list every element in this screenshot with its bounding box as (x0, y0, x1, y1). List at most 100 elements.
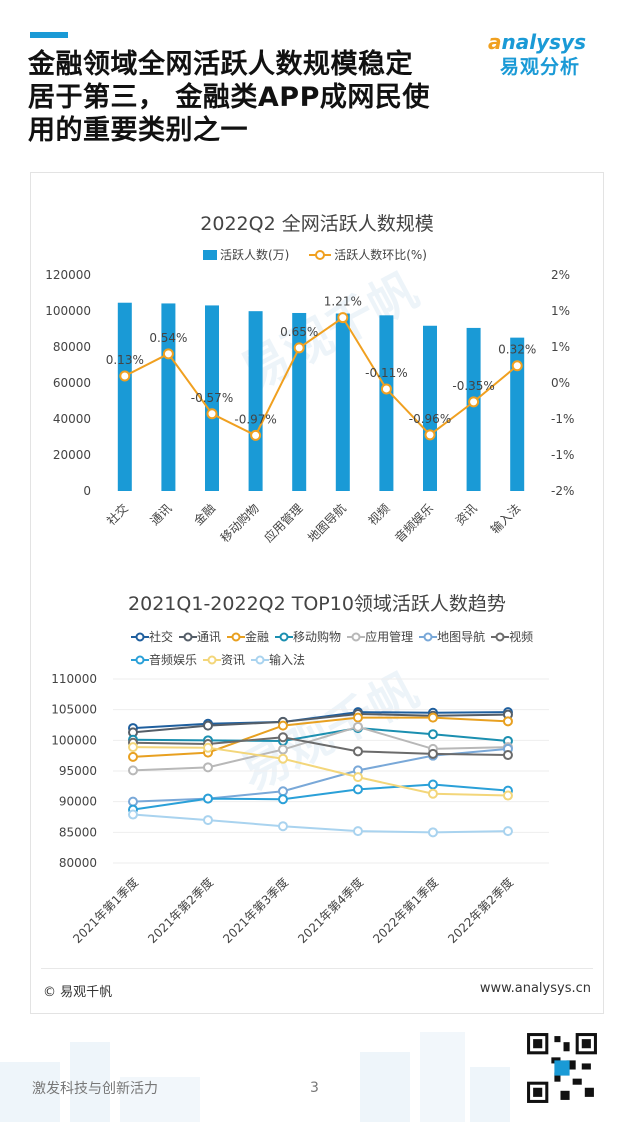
ratio-point-通讯 (162, 348, 174, 360)
point-资讯 (502, 790, 513, 801)
ratio-data-label: -0.35% (452, 379, 494, 393)
series-line-资讯 (132, 746, 508, 797)
legend-item-资讯: 资讯 (203, 649, 245, 671)
title-line-1: 金融领域全网活跃人数规模稳定 (28, 49, 413, 80)
x-tick-label: 2021年第2季度 (145, 875, 217, 947)
point-金融 (277, 720, 288, 731)
y-tick-label: 105000 (51, 703, 97, 717)
ratio-data-label: -0.11% (365, 366, 407, 380)
legend-swatch (491, 632, 510, 642)
legend-label: 音频娱乐 (149, 653, 198, 667)
legend-swatch (131, 632, 149, 642)
legend-line-label: 活跃人数环比(%) (334, 248, 427, 262)
series-line-移动购物 (132, 727, 509, 742)
y-left-tick-label: 60000 (53, 376, 91, 390)
legend-swatch (179, 632, 198, 642)
y-tick-label: 90000 (59, 795, 97, 809)
y-left-tick-label: 120000 (45, 268, 91, 282)
legend-item-音频娱乐: 音频娱乐 (131, 649, 197, 671)
logo-text: nalysys (501, 30, 586, 54)
chart2-svg: 80000 85000 90000 95000 100000 105000 110000 20… (51, 672, 549, 947)
ratio-data-label: 0.54% (149, 331, 187, 345)
point-视频 (502, 750, 513, 761)
legend-label: 输入法 (269, 653, 306, 667)
x-category-label: 金融 (191, 501, 219, 529)
legend-item-输入法: 输入法 (251, 649, 305, 671)
legend-swatch (275, 632, 294, 642)
point-应用管理 (277, 744, 288, 755)
point-资讯 (277, 753, 288, 764)
y-right-tick-label: 1% (551, 340, 570, 354)
legend-swatch (227, 632, 246, 642)
ratio-data-label: -0.97% (234, 412, 276, 426)
analysys-logo: analysys 易观分析 (488, 30, 608, 90)
y-tick-label: 110000 (51, 672, 97, 686)
ratio-point-地图导航 (337, 312, 349, 324)
y-right-tick-label: 2% (551, 268, 570, 282)
site-link[interactable]: www.analysys.cn (479, 981, 591, 996)
point-输入法 (202, 815, 213, 826)
chart2-title: 2021Q1-2022Q2 TOP10领域活跃人数趋势 (128, 593, 506, 615)
series-line-音频娱乐 (132, 783, 509, 811)
point-音频娱乐 (427, 779, 438, 790)
legend-label: 移动购物 (293, 630, 342, 644)
chart2-legend: 社交 通讯 金融 移动购物 应用管理 地图导航 视频 音频娱乐 资讯 输入法 (131, 626, 551, 672)
panel-footer-divider (41, 968, 593, 969)
point-移动购物 (427, 729, 438, 740)
point-金融 (502, 716, 513, 727)
point-金融 (352, 712, 363, 723)
bar-地图导航 (335, 313, 350, 491)
y-right-tick-label: -2% (551, 484, 574, 498)
point-视频 (427, 748, 438, 759)
series-line-应用管理 (132, 725, 508, 772)
title-accent-bar (30, 32, 68, 38)
point-输入法 (128, 809, 138, 820)
chart-panel: 易观千帆 易观千帆 2022Q2 全网活跃人数规模 活跃人数(万) 活跃人数环比… (30, 172, 604, 1014)
point-视频 (352, 746, 363, 757)
x-category-label: 应用管理 (261, 501, 306, 546)
bar-音频娱乐 (423, 325, 437, 491)
source-label: © 易观千帆 (43, 985, 113, 1000)
series-line-金融 (132, 716, 509, 758)
x-tick-label: 2021年第3季度 (220, 875, 292, 947)
legend-label: 地图导航 (437, 630, 486, 644)
legend-line: 活跃人数环比(%) (309, 246, 427, 263)
tagline: 激发科技与创新活力 (32, 1081, 158, 1097)
point-音频娱乐 (352, 784, 363, 795)
legend-bar-label: 活跃人数(万) (220, 248, 290, 262)
ratio-point-视频 (380, 383, 392, 395)
point-金融 (128, 751, 138, 762)
legend-item-视频: 视频 (491, 626, 533, 648)
legend-label: 社交 (149, 630, 174, 644)
x-category-label: 资讯 (453, 501, 480, 528)
chart1-svg: 0 20000 40000 60000 80000 100000 120000 -2% -1% -… (45, 268, 574, 546)
point-金融 (427, 712, 438, 723)
point-输入法 (277, 821, 288, 832)
legend-item-通讯: 通讯 (179, 626, 221, 648)
page-number: 3 (310, 1080, 319, 1096)
ratio-point-金融 (206, 408, 218, 420)
legend-swatch (251, 655, 270, 665)
y-right-tick-label: -1% (551, 448, 574, 462)
legend-label: 通讯 (197, 630, 222, 644)
legend-swatch (419, 632, 438, 642)
ratio-point-音频娱乐 (424, 429, 436, 441)
legend-swatch (347, 632, 366, 642)
point-资讯 (202, 742, 213, 753)
legend-label: 视频 (509, 630, 534, 644)
x-category-label: 地图导航 (304, 501, 349, 546)
legend-bar-swatch (203, 249, 217, 260)
point-视频 (277, 732, 288, 743)
y-right-tick-label: -1% (551, 412, 574, 426)
bar-输入法 (510, 337, 525, 491)
point-音频娱乐 (277, 794, 288, 805)
bar-金融 (205, 305, 219, 491)
point-资讯 (352, 772, 363, 783)
legend-bar: 活跃人数(万) (203, 246, 289, 263)
bar-视频 (379, 315, 394, 491)
ratio-data-label: 0.13% (106, 353, 144, 367)
legend-label: 金融 (245, 630, 270, 644)
point-输入法 (352, 826, 363, 837)
legend-line-swatch (309, 249, 332, 260)
ratio-data-label: 1.21% (324, 295, 362, 309)
